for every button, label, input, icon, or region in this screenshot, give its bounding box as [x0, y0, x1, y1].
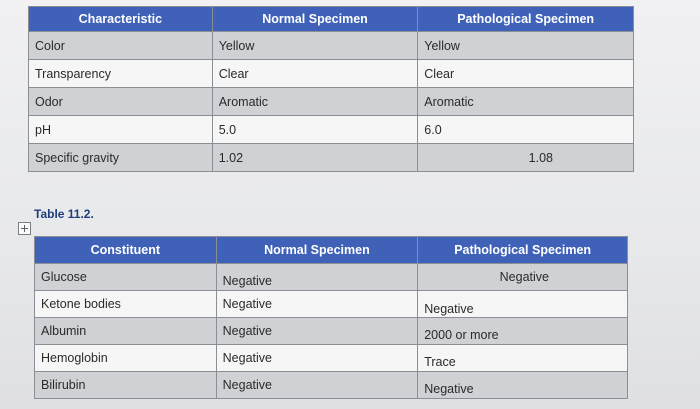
cell-characteristic: Odor: [28, 87, 213, 116]
table-row: Hemoglobin Negative Trace: [34, 344, 628, 372]
table-urine-characteristics: Characteristic Normal Specimen Pathologi…: [28, 6, 634, 172]
cell-pathological: Aromatic: [417, 87, 634, 116]
header-normal-specimen: Normal Specimen: [211, 6, 419, 32]
cell-pathological-text: Negative: [424, 302, 474, 316]
cell-normal: Negative: [215, 317, 419, 345]
table-row: Glucose Negative Negative: [34, 263, 628, 291]
cell-normal: Negative: [215, 290, 419, 318]
cell-pathological-text: Trace: [424, 355, 456, 369]
cell-characteristic: Color: [28, 31, 213, 60]
cell-normal: Negative: [215, 344, 419, 372]
cell-constituent: Ketone bodies: [34, 290, 217, 318]
cell-characteristic: Specific gravity: [28, 143, 213, 172]
expand-plus-icon[interactable]: [18, 222, 31, 235]
table-row: pH 5.0 6.0: [28, 115, 634, 144]
cell-pathological: 6.0: [417, 115, 634, 144]
cell-normal: Negative: [215, 263, 419, 291]
header-characteristic: Characteristic: [28, 6, 213, 32]
table-caption: Table 11.2.: [34, 207, 94, 221]
table-row: Specific gravity 1.02 1.08: [28, 143, 634, 172]
cell-normal: 1.02: [211, 143, 419, 172]
cell-constituent: Glucose: [34, 263, 217, 291]
table-urine-constituents: Constituent Normal Specimen Pathological…: [34, 236, 628, 399]
cell-characteristic: pH: [28, 115, 213, 144]
cell-pathological: Yellow: [417, 31, 634, 60]
cell-normal: 5.0: [211, 115, 419, 144]
cell-pathological: Negative: [417, 263, 628, 291]
table-row: Bilirubin Negative Negative: [34, 371, 628, 399]
cell-pathological-text: 2000 or more: [424, 328, 499, 342]
table-header-row: Characteristic Normal Specimen Pathologi…: [28, 6, 634, 32]
cell-constituent: Bilirubin: [34, 371, 217, 399]
cell-pathological: 2000 or more: [417, 317, 628, 345]
table-header-row: Constituent Normal Specimen Pathological…: [34, 236, 628, 264]
cell-pathological-text: Negative: [424, 382, 474, 396]
cell-pathological: Negative: [417, 371, 628, 399]
cell-pathological: Clear: [417, 59, 634, 88]
cell-normal: Negative: [215, 371, 419, 399]
cell-normal: Aromatic: [211, 87, 419, 116]
table-row: Color Yellow Yellow: [28, 31, 634, 60]
table-row: Transparency Clear Clear: [28, 59, 634, 88]
header-normal-specimen: Normal Specimen: [215, 236, 419, 264]
header-pathological-specimen: Pathological Specimen: [417, 236, 628, 264]
cell-normal: Yellow: [211, 31, 419, 60]
cell-pathological: Trace: [417, 344, 628, 372]
table-row: Ketone bodies Negative Negative: [34, 290, 628, 318]
cell-normal-text: Negative: [222, 274, 272, 288]
cell-characteristic: Transparency: [28, 59, 213, 88]
cell-normal: Clear: [211, 59, 419, 88]
table-row: Odor Aromatic Aromatic: [28, 87, 634, 116]
header-constituent: Constituent: [34, 236, 217, 264]
cell-pathological: Negative: [417, 290, 628, 318]
cell-pathological: 1.08: [417, 143, 634, 172]
cell-constituent: Hemoglobin: [34, 344, 217, 372]
cell-constituent: Albumin: [34, 317, 217, 345]
table-row: Albumin Negative 2000 or more: [34, 317, 628, 345]
header-pathological-specimen: Pathological Specimen: [417, 6, 634, 32]
